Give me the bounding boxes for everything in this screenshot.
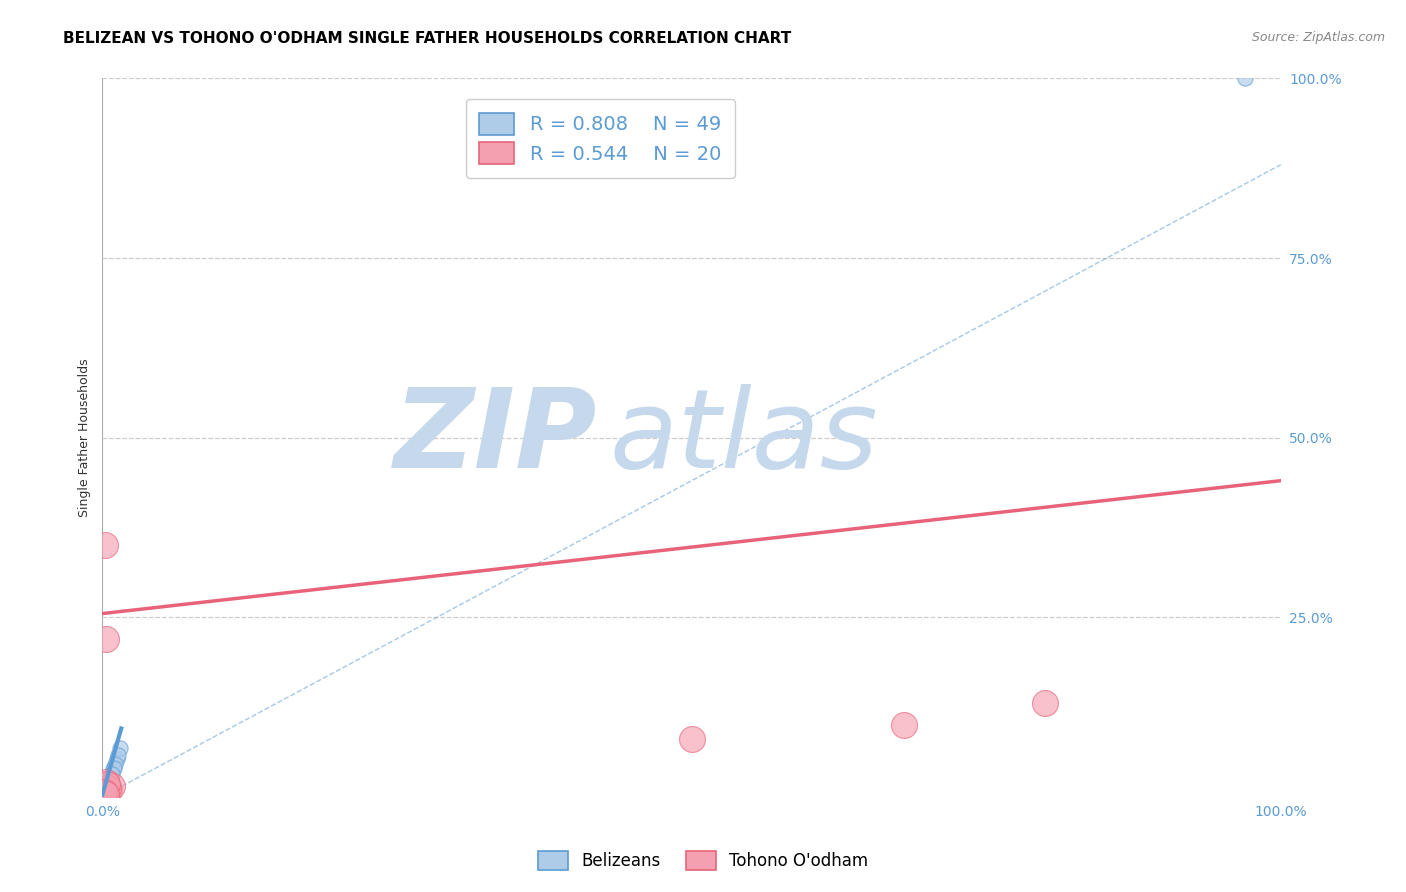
Point bbox=[96, 780, 118, 794]
Point bbox=[94, 781, 117, 796]
Point bbox=[94, 781, 117, 796]
Point bbox=[93, 782, 115, 797]
Point bbox=[1033, 696, 1056, 710]
Point bbox=[94, 782, 117, 797]
Point bbox=[94, 775, 117, 789]
Point bbox=[93, 785, 115, 799]
Point bbox=[96, 779, 118, 793]
Text: BELIZEAN VS TOHONO O'ODHAM SINGLE FATHER HOUSEHOLDS CORRELATION CHART: BELIZEAN VS TOHONO O'ODHAM SINGLE FATHER… bbox=[63, 31, 792, 46]
Point bbox=[93, 783, 115, 797]
Point bbox=[107, 747, 129, 762]
Point bbox=[93, 784, 115, 798]
Point bbox=[93, 785, 115, 799]
Point bbox=[94, 781, 117, 796]
Point bbox=[93, 785, 115, 799]
Point bbox=[94, 783, 117, 797]
Point bbox=[94, 784, 117, 798]
Point bbox=[93, 785, 115, 799]
Point bbox=[93, 783, 115, 797]
Point bbox=[105, 752, 128, 766]
Point bbox=[94, 782, 117, 797]
Point bbox=[93, 785, 115, 799]
Point bbox=[893, 718, 915, 732]
Point bbox=[93, 785, 115, 799]
Point bbox=[93, 784, 115, 798]
Point bbox=[93, 784, 115, 798]
Point bbox=[98, 777, 121, 791]
Text: ZIP: ZIP bbox=[394, 384, 598, 491]
Point bbox=[93, 538, 115, 552]
Point bbox=[103, 761, 125, 775]
Point bbox=[94, 632, 117, 646]
Point bbox=[101, 766, 124, 780]
Point bbox=[97, 780, 120, 795]
Point bbox=[96, 777, 118, 791]
Point bbox=[93, 783, 115, 797]
Point bbox=[93, 785, 115, 799]
Point bbox=[93, 781, 115, 796]
Point bbox=[93, 786, 115, 800]
Legend: Belizeans, Tohono O'odham: Belizeans, Tohono O'odham bbox=[531, 844, 875, 877]
Point bbox=[94, 787, 117, 801]
Point bbox=[98, 777, 121, 791]
Point bbox=[93, 783, 115, 797]
Text: atlas: atlas bbox=[609, 384, 877, 491]
Point bbox=[97, 780, 120, 794]
Point bbox=[101, 779, 124, 793]
Point bbox=[97, 778, 120, 792]
Point bbox=[96, 780, 118, 795]
Text: Source: ZipAtlas.com: Source: ZipAtlas.com bbox=[1251, 31, 1385, 45]
Point bbox=[100, 772, 122, 786]
Point bbox=[97, 780, 120, 795]
Legend: R = 0.808    N = 49, R = 0.544    N = 20: R = 0.808 N = 49, R = 0.544 N = 20 bbox=[465, 99, 735, 178]
Point bbox=[101, 763, 124, 777]
Point bbox=[681, 732, 703, 747]
Point bbox=[94, 783, 117, 797]
Point bbox=[93, 785, 115, 799]
Point bbox=[93, 779, 115, 793]
Point bbox=[1234, 71, 1257, 86]
Point bbox=[96, 780, 118, 794]
Point bbox=[108, 740, 131, 755]
Point bbox=[94, 780, 117, 795]
Point bbox=[93, 782, 115, 797]
Point bbox=[93, 785, 115, 799]
Point bbox=[93, 785, 115, 799]
Point bbox=[96, 780, 118, 794]
Point bbox=[96, 780, 118, 795]
Point bbox=[94, 781, 117, 796]
Point bbox=[94, 786, 117, 800]
Point bbox=[93, 780, 115, 795]
Point bbox=[104, 757, 127, 772]
Point bbox=[98, 782, 121, 797]
Point bbox=[94, 780, 117, 795]
Point bbox=[93, 784, 115, 798]
Y-axis label: Single Father Households: Single Father Households bbox=[79, 359, 91, 516]
Point bbox=[93, 783, 115, 797]
Point bbox=[93, 783, 115, 797]
